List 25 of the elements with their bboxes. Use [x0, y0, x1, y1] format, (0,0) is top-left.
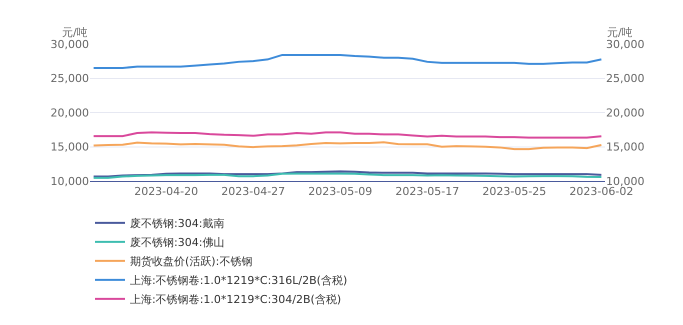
y2-tick-label: 15,000 — [606, 140, 644, 154]
legend-label: 上海:不锈钢卷:1.0*1219*C:316L/2B(含税) — [130, 274, 348, 288]
legend-label: 废不锈钢:304:戴南 — [130, 217, 224, 230]
y-tick-label: 20,000 — [50, 106, 89, 120]
x-tick-label: 2023-04-27 — [221, 185, 286, 198]
y2-axis-title: 元/吨 — [607, 26, 633, 39]
line-series — [92, 141, 602, 150]
x-tick-label: 2023-05-09 — [308, 185, 372, 198]
x-tick-label: 2023-04-20 — [134, 185, 198, 198]
y2-tick-label: 30,000 — [606, 38, 644, 51]
y-tick-label: 25,000 — [50, 72, 89, 86]
legend-label: 废不锈钢:304:佛山 — [130, 236, 224, 250]
y-tick-label: 10,000 — [50, 174, 89, 188]
y-tick-label: 30,000 — [50, 38, 89, 51]
x-tick-label: 2023-05-25 — [482, 185, 546, 198]
y-axis-title: 元/吨 — [62, 26, 88, 39]
legend-label: 上海:不锈钢卷:1.0*1219*C:304/2B(含税) — [130, 293, 342, 306]
y-tick-label: 15,000 — [50, 140, 89, 154]
x-tick-label: 2023-06-02 — [569, 185, 634, 198]
y2-tick-label: 20,000 — [606, 106, 644, 120]
x-tick-label: 2023-05-17 — [395, 185, 460, 198]
y2-tick-label: 10,000 — [606, 174, 644, 188]
legend-label: 期货收盘价(活跃):不锈钢 — [130, 255, 252, 268]
y2-tick-label: 25,000 — [606, 72, 644, 86]
line-series — [92, 54, 602, 69]
